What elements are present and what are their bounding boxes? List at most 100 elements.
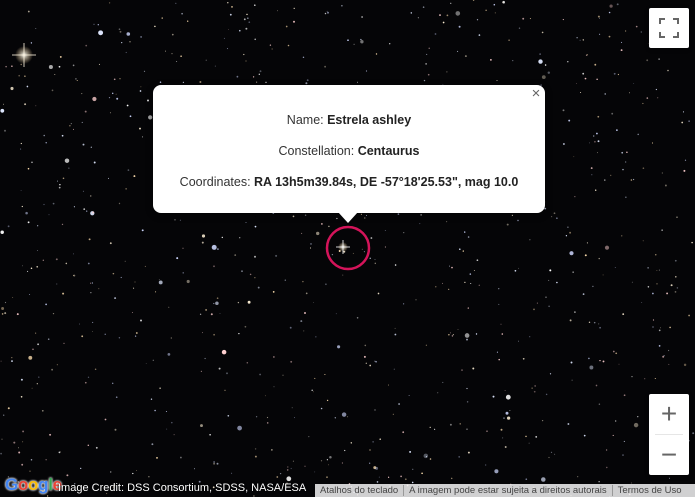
background-star [647,286,650,288]
background-star [393,368,395,370]
background-star [572,271,574,273]
background-star [56,364,58,366]
coordinates-value: RA 13h5m39.84s, DE -57°18'25.53", mag 10… [254,175,519,189]
background-star [254,455,257,458]
background-star [625,196,627,198]
star-name-label: Name: [286,113,328,127]
background-star [498,288,500,290]
background-star [176,257,179,260]
background-star [427,73,430,76]
background-star [616,129,618,131]
background-star [682,111,685,113]
background-star [294,417,295,419]
background-star [490,59,492,61]
background-star [501,333,504,335]
background-star [143,70,146,72]
background-star [32,348,34,351]
bright-star [12,43,36,67]
background-star [104,333,106,335]
background-star [335,313,337,315]
background-star [597,140,600,143]
background-star [512,60,514,62]
background-star [536,302,538,304]
background-star [455,11,461,16]
background-star [42,259,44,261]
zoom-in-button[interactable]: + [649,394,689,434]
background-star [582,293,585,295]
background-star [514,269,517,272]
google-logo-letter: l [48,475,53,494]
background-star [633,422,639,428]
background-star [419,223,421,225]
background-star [139,127,141,130]
background-star [246,17,249,20]
background-star [254,4,256,6]
background-star [403,303,405,305]
background-star [21,205,23,208]
background-star [442,282,443,284]
background-star [171,421,173,424]
background-star [612,434,614,436]
terms-link[interactable]: Termos de Uso [611,485,687,496]
background-star [134,335,137,337]
background-star [1,313,4,315]
background-star [550,451,553,453]
background-star [361,16,364,18]
background-star [257,286,260,289]
background-star [498,303,500,305]
background-star [141,136,144,138]
background-star [81,121,83,123]
background-star [593,321,596,324]
background-star [608,11,611,14]
keyboard-shortcuts-link[interactable]: Atalhos do teclado [320,485,399,496]
background-star [449,265,451,267]
background-star [49,433,52,436]
background-star [254,277,256,279]
background-star [92,211,95,214]
background-star [691,241,693,244]
background-star [90,195,92,197]
background-star [309,247,312,249]
background-star [612,350,615,353]
background-star [466,338,468,341]
background-star [159,387,161,389]
background-star [66,474,69,477]
background-star [59,451,61,453]
background-star [599,359,601,362]
background-star [576,83,577,84]
plus-icon: + [660,398,678,429]
background-star [302,56,305,59]
background-star [398,403,401,405]
selected-star-marker[interactable] [325,225,371,271]
background-star [27,221,30,224]
google-logo[interactable]: Google [5,475,62,495]
background-star [496,351,498,353]
background-star [234,254,237,256]
zoom-out-button[interactable]: − [649,435,689,475]
background-star [655,254,657,256]
background-star [635,25,638,28]
background-star [119,30,122,33]
background-star [508,39,510,41]
background-star [31,387,33,389]
background-star [492,395,495,398]
background-star [48,214,50,216]
background-star [90,292,92,294]
background-star [486,430,488,432]
background-star [285,25,288,28]
background-star [336,217,338,220]
background-star [533,390,536,393]
background-star [683,169,686,172]
background-star [421,472,423,475]
background-star [213,302,215,305]
google-logo-letter: e [52,475,62,494]
background-star [646,59,649,62]
close-info-window-button[interactable]: × [529,86,543,101]
background-star [119,78,121,80]
fullscreen-button[interactable] [649,8,689,48]
background-star [287,44,290,47]
background-star [292,215,295,218]
background-star [227,1,229,4]
background-star [622,313,625,315]
